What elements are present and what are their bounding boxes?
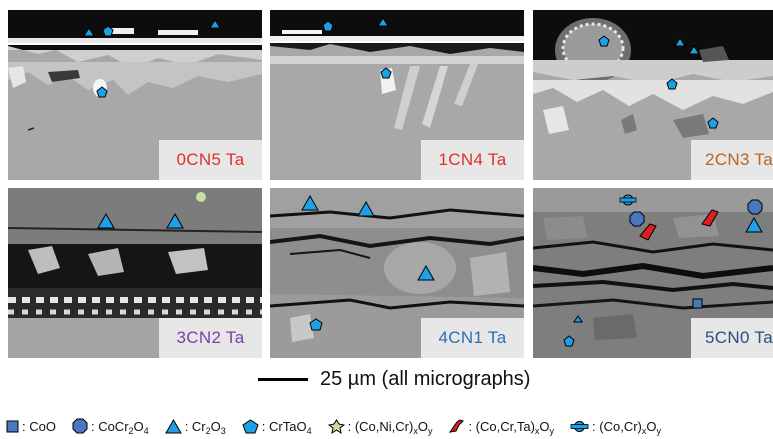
star-marker-icon	[327, 418, 345, 434]
legend-label: : (Co,Ni,Cr)xOy	[347, 418, 433, 436]
panel-label: 5CN0 Ta	[691, 318, 773, 358]
legend-label: : CrTaO4	[261, 418, 312, 436]
square-marker-icon	[6, 420, 19, 432]
legend-item-cr2o3: : Cr2O3	[164, 418, 226, 436]
legend-label: : (Co,Cr,Ta)xOy	[468, 418, 555, 436]
panel-label: 3CN2 Ta	[159, 318, 262, 358]
legend-label: : CoCr2O4	[90, 418, 149, 436]
scale-bar-line	[258, 377, 308, 381]
gear-marker-icon	[570, 420, 589, 432]
micrograph-panel-3cn2: 3CN2 Ta	[8, 188, 262, 358]
splat-marker-icon	[449, 418, 465, 433]
scale-bar-text: 25 µm (all micrographs)	[320, 367, 531, 390]
panel-label: 4CN1 Ta	[421, 318, 524, 358]
micrograph-panel-2cn3: 2CN3 Ta	[533, 10, 773, 180]
micrograph-panel-5cn0: 5CN0 Ta	[533, 188, 773, 358]
legend-item-crtao4: : CrTaO4	[242, 418, 312, 436]
legend-label: : Cr2O3	[184, 418, 226, 436]
legend-item-cocr: : (Co,Cr)xOy	[570, 418, 662, 436]
panel-label: 0CN5 Ta	[159, 140, 262, 180]
legend-item-cocrta: : (Co,Cr,Ta)xOy	[448, 418, 555, 436]
legend-label: : CoO	[22, 418, 56, 434]
octagon-marker-icon	[72, 418, 88, 434]
pentagon-marker-icon	[242, 418, 259, 433]
micrograph-panel-1cn4: 1CN4 Ta	[270, 10, 524, 180]
panel-label: 1CN4 Ta	[421, 140, 524, 180]
micrograph-panel-4cn1: 4CN1 Ta	[270, 188, 524, 358]
legend: : CoO : CoCr2O4 : Cr2O3 : CrTaO4 : (Co,N…	[6, 415, 771, 437]
scale-bar: 25 µm (all micrographs)	[258, 366, 530, 392]
legend-label: : (Co,Cr)xOy	[592, 418, 662, 436]
triangle-marker-icon	[164, 418, 182, 433]
micrograph-panel-0cn5: 0CN5 Ta	[8, 10, 262, 180]
legend-item-coo: : CoO	[6, 419, 56, 434]
legend-item-cocr2o4: : CoCr2O4	[72, 418, 149, 436]
legend-item-conicr: : (Co,Ni,Cr)xOy	[327, 418, 433, 436]
panel-label: 2CN3 Ta	[691, 140, 773, 180]
